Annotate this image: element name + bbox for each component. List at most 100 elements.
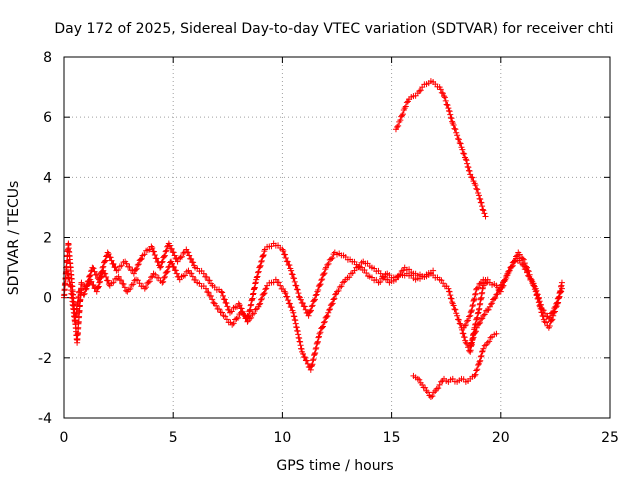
data-point [102, 257, 109, 264]
data-point [207, 293, 214, 300]
data-point [88, 278, 95, 285]
data-point [159, 279, 166, 286]
data-point [447, 111, 454, 118]
data-point [258, 257, 265, 264]
data-point [313, 344, 320, 351]
x-tick-label: 25 [601, 430, 619, 446]
data-point [82, 286, 89, 293]
data-point [236, 311, 243, 318]
data-point [469, 174, 476, 181]
data-point [258, 258, 265, 265]
data-point [260, 252, 267, 259]
data-point [103, 274, 110, 281]
data-point [164, 268, 171, 275]
data-point [446, 108, 453, 115]
data-point [277, 282, 284, 289]
data-point [479, 279, 486, 286]
data-point [469, 303, 476, 310]
data-point [465, 164, 472, 171]
data-point [485, 306, 492, 313]
data-point [461, 322, 468, 329]
data-point [192, 277, 199, 284]
data-point [234, 314, 241, 321]
data-point [503, 273, 510, 280]
data-point [474, 310, 481, 317]
data-point [474, 314, 481, 321]
data-point [381, 273, 388, 280]
data-point [462, 321, 469, 328]
data-point [495, 287, 502, 294]
x-tick-label: 10 [273, 430, 291, 446]
data-point [519, 255, 526, 262]
data-point [297, 296, 304, 303]
data-point [463, 157, 470, 164]
data-point [93, 288, 100, 295]
data-point [255, 269, 262, 276]
data-point [454, 135, 461, 142]
data-point [558, 279, 565, 286]
data-point [448, 115, 455, 122]
data-point [482, 307, 489, 314]
data-point [473, 285, 480, 292]
data-point [152, 271, 159, 278]
data-point [284, 293, 291, 300]
data-point [460, 330, 467, 337]
data-point [312, 345, 319, 352]
data-point [130, 281, 137, 288]
data-point [256, 263, 263, 270]
data-point [469, 302, 476, 309]
data-point [112, 264, 119, 271]
data-point [441, 94, 448, 101]
data-point [466, 313, 473, 320]
data-point [218, 309, 225, 316]
data-point [164, 243, 171, 250]
data-point [330, 296, 337, 303]
data-point [526, 273, 533, 280]
data-point [229, 321, 236, 328]
data-point [209, 296, 216, 303]
data-point [235, 300, 242, 307]
data-point [486, 303, 493, 310]
data-point [475, 362, 482, 369]
data-point [403, 99, 410, 106]
data-point [311, 297, 318, 304]
data-point [210, 299, 217, 306]
data-point [133, 265, 140, 272]
data-point [115, 266, 122, 273]
data-point [384, 276, 391, 283]
data-point [433, 385, 440, 392]
data-point [110, 279, 117, 286]
data-point [558, 288, 565, 295]
data-point [445, 285, 452, 292]
data-point [100, 267, 107, 274]
data-point [429, 393, 436, 400]
data-point [474, 366, 481, 373]
data-point [450, 121, 457, 128]
data-point [107, 254, 114, 261]
data-point [550, 308, 557, 315]
data-point [260, 252, 267, 259]
data-point [539, 306, 546, 313]
data-point [454, 132, 461, 139]
data-point [315, 334, 322, 341]
data-point [160, 278, 167, 285]
data-point [317, 281, 324, 288]
data-point [161, 273, 168, 280]
data-point [181, 272, 188, 279]
data-point [280, 286, 287, 293]
data-point [313, 291, 320, 298]
data-point [414, 375, 421, 382]
data-point [329, 255, 336, 262]
data-point [511, 258, 518, 265]
data-point [475, 284, 482, 291]
data-point [454, 316, 461, 323]
data-point [438, 378, 445, 385]
data-point [149, 245, 156, 252]
data-point [528, 277, 535, 284]
data-point [299, 300, 306, 307]
data-point [305, 312, 312, 319]
data-point [65, 274, 72, 281]
data-point [444, 102, 451, 109]
data-point [137, 256, 144, 263]
data-point [136, 280, 143, 287]
